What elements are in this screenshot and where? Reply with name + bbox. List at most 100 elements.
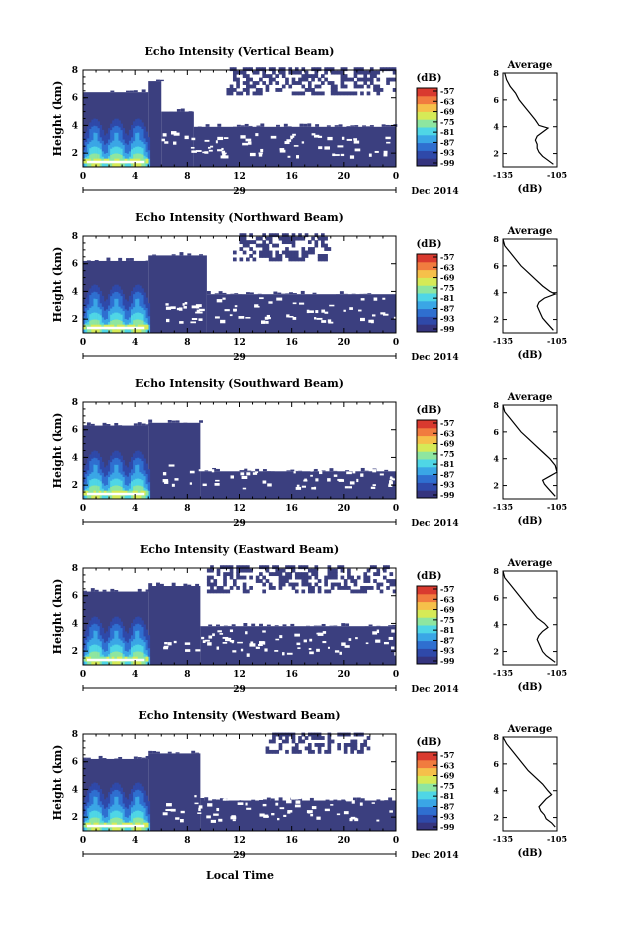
echo-strong-cell bbox=[105, 143, 109, 149]
echo-strong-cell bbox=[118, 658, 121, 666]
echo-strong-cell bbox=[120, 289, 123, 297]
echo-cell bbox=[343, 586, 348, 590]
echo-edge bbox=[152, 750, 157, 754]
echo-strong-cell bbox=[116, 651, 119, 659]
echo-strong-cell bbox=[130, 623, 134, 630]
echo-strong-cell bbox=[85, 312, 88, 319]
echo-strong-cell bbox=[120, 326, 123, 334]
echo-gap bbox=[296, 155, 300, 159]
echo-edge bbox=[145, 424, 150, 426]
echo-strong-cell bbox=[128, 135, 132, 141]
echo-gap bbox=[206, 815, 211, 819]
echo-strong-cell bbox=[143, 624, 146, 631]
echo-strong-cell bbox=[147, 818, 151, 823]
echo-gap bbox=[198, 807, 201, 812]
echo-cell bbox=[291, 568, 296, 573]
echo-strong-cell bbox=[124, 811, 128, 817]
echo-cell bbox=[252, 257, 257, 262]
echo-strong-cell bbox=[128, 638, 132, 645]
echo-strong-cell bbox=[145, 795, 148, 801]
echo-cell bbox=[350, 749, 355, 754]
echo-cell bbox=[223, 565, 227, 570]
echo-strong-cell bbox=[91, 133, 94, 141]
echo-ground-line bbox=[86, 492, 145, 496]
echo-cell bbox=[356, 749, 361, 754]
echo-gap bbox=[210, 145, 214, 148]
echo-cells bbox=[83, 732, 396, 832]
echo-region bbox=[148, 586, 201, 665]
echo-cell bbox=[304, 572, 309, 577]
echo-cell bbox=[249, 586, 253, 590]
echo-cell bbox=[373, 565, 377, 570]
y-axis-label: Height (km) bbox=[51, 247, 64, 323]
colorbar-swatch bbox=[417, 88, 437, 97]
echo-strong-cell bbox=[130, 475, 134, 482]
echo-gap bbox=[279, 807, 285, 810]
echo-strong-cell bbox=[141, 154, 144, 161]
echo-strong-cell bbox=[112, 485, 115, 493]
echo-strong-cell bbox=[110, 289, 113, 297]
echo-strong-cell bbox=[145, 151, 148, 158]
echo-cell bbox=[353, 732, 358, 737]
echo-strong-cell bbox=[99, 481, 103, 488]
echo-strong-cell bbox=[137, 644, 140, 652]
echo-gap bbox=[303, 639, 307, 643]
average-y-tick-label: 2 bbox=[493, 315, 499, 325]
echo-cell bbox=[317, 732, 322, 737]
echo-cell bbox=[330, 88, 335, 92]
echo-strong-cell bbox=[110, 154, 113, 162]
average-x-label: (dB) bbox=[518, 350, 543, 361]
echo-gap bbox=[311, 806, 317, 810]
echo-gap bbox=[170, 306, 176, 309]
echo-strong-cell bbox=[135, 132, 138, 140]
echo-strong-cell bbox=[95, 457, 98, 466]
colorbar-tick-label: -87 bbox=[440, 303, 454, 313]
echo-strong-cell bbox=[145, 131, 148, 137]
echo-strong-cell bbox=[128, 483, 132, 489]
echo-strong-cell bbox=[139, 285, 142, 293]
echo-strong-cell bbox=[103, 467, 107, 473]
echo-edge bbox=[368, 624, 373, 627]
echo-strong-cell bbox=[87, 487, 90, 494]
echo-strong-cell bbox=[135, 789, 138, 798]
echo-cell bbox=[324, 243, 328, 248]
echo-cell bbox=[223, 582, 227, 587]
echo-gap bbox=[190, 146, 195, 149]
echo-strong-cell bbox=[143, 161, 146, 168]
echo-edge bbox=[290, 623, 295, 627]
echo-edge bbox=[205, 124, 210, 127]
echo-cell bbox=[236, 575, 240, 580]
echo-strong-cell bbox=[130, 493, 134, 500]
echo-strong-cell bbox=[89, 639, 92, 647]
echo-cell bbox=[242, 236, 247, 241]
echo-strong-cell bbox=[139, 299, 142, 307]
echo-cell bbox=[366, 736, 371, 740]
echo-strong-cell bbox=[145, 815, 148, 822]
average-profile-line bbox=[502, 736, 556, 828]
echo-strong-cell bbox=[137, 457, 140, 465]
echo-cell bbox=[301, 236, 306, 241]
echo-strong-cell bbox=[116, 153, 119, 161]
echo-strong-cell bbox=[145, 825, 148, 832]
echo-cell bbox=[232, 88, 237, 92]
echo-edge bbox=[346, 126, 351, 127]
echo-strong-cell bbox=[141, 326, 144, 334]
echo-strong-cell bbox=[118, 645, 121, 652]
echo-cell bbox=[281, 236, 286, 241]
echo-strong-cell bbox=[147, 660, 151, 666]
echo-cell bbox=[307, 589, 312, 594]
echo-strong-cell bbox=[101, 643, 105, 650]
echo-strong-cell bbox=[93, 291, 96, 299]
echo-strong-cell bbox=[130, 813, 134, 820]
echo-cell bbox=[281, 70, 286, 75]
echo-cell bbox=[304, 575, 309, 580]
y-tick-label: 2 bbox=[72, 149, 78, 159]
echo-strong-cell bbox=[85, 141, 88, 148]
echo-strong-cell bbox=[87, 327, 90, 334]
echo-cell bbox=[268, 67, 273, 72]
echo-strong-cell bbox=[91, 803, 94, 812]
echo-cell bbox=[317, 236, 322, 241]
echo-strong-cell bbox=[112, 791, 115, 799]
echo-edge bbox=[277, 292, 282, 295]
colorbar-swatch bbox=[417, 451, 437, 460]
